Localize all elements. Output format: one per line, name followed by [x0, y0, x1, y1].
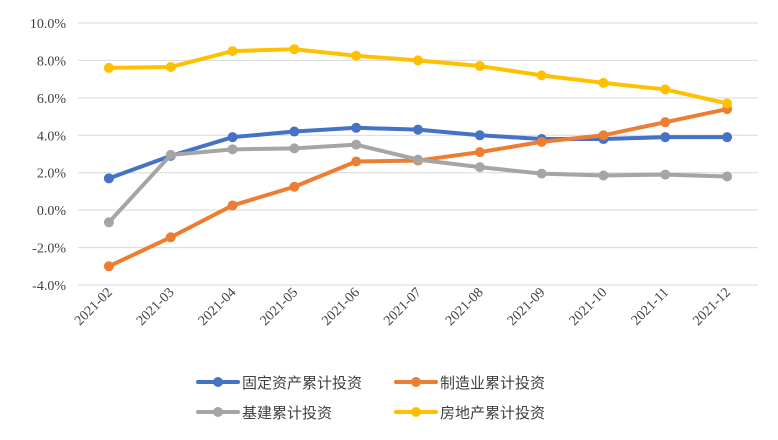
x-tick-label: 2021-11	[629, 285, 672, 328]
data-point	[660, 169, 671, 180]
y-tick-label: -2.0%	[32, 242, 66, 257]
data-point	[165, 61, 176, 72]
data-point	[289, 181, 300, 192]
data-point	[165, 232, 176, 243]
data-point	[413, 55, 423, 66]
data-point	[289, 44, 300, 55]
y-axis-tick-labels: -4.0% -2.0% 0.0% 2.0% 4.0% 6.0% 8.0% 10.0%	[30, 17, 67, 294]
data-point	[165, 149, 176, 160]
data-point	[351, 139, 362, 150]
x-tick-label: 2021-09	[505, 285, 549, 329]
legend-marker	[411, 377, 421, 387]
x-tick-label: 2021-10	[567, 285, 611, 329]
data-point	[227, 46, 238, 57]
legend-label: 房地产累计投资	[440, 404, 545, 422]
legend-label: 固定资产累计投资	[242, 374, 362, 392]
y-tick-label: 0.0%	[37, 204, 67, 219]
x-tick-label: 2021-07	[381, 285, 425, 329]
data-point	[351, 122, 362, 133]
data-point	[598, 170, 609, 181]
x-tick-label: 2021-08	[443, 285, 487, 329]
data-point	[289, 143, 300, 154]
data-point	[722, 98, 733, 109]
data-point	[722, 132, 733, 143]
data-point	[103, 217, 114, 228]
data-point	[474, 162, 485, 173]
data-point	[660, 132, 671, 143]
legend-marker	[213, 377, 223, 387]
legend-marker	[411, 407, 421, 417]
series-3	[103, 44, 733, 109]
data-point	[598, 130, 609, 141]
data-point	[413, 154, 423, 165]
series-lines	[103, 44, 733, 272]
x-tick-label: 2021-12	[690, 285, 734, 329]
data-point	[413, 124, 423, 135]
x-tick-label: 2021-03	[134, 285, 178, 329]
data-point	[474, 147, 485, 158]
legend-label: 制造业累计投资	[440, 374, 545, 392]
x-tick-label: 2021-04	[196, 285, 240, 329]
x-tick-label: 2021-05	[258, 285, 302, 329]
y-tick-label: -4.0%	[32, 279, 66, 294]
data-point	[103, 62, 114, 73]
data-point	[660, 84, 671, 95]
y-tick-label: 4.0%	[37, 129, 67, 144]
x-tick-label: 2021-02	[72, 285, 116, 329]
data-point	[227, 200, 238, 211]
data-point	[598, 77, 609, 88]
data-point	[227, 132, 238, 143]
data-point	[536, 168, 547, 179]
legend-label: 基建累计投资	[242, 404, 332, 422]
data-point	[227, 144, 238, 155]
x-tick-label: 2021-06	[319, 285, 363, 329]
legend-marker	[213, 407, 223, 417]
data-point	[103, 173, 114, 184]
data-point	[474, 61, 485, 72]
data-point	[660, 117, 671, 128]
data-point	[351, 156, 362, 167]
y-tick-label: 10.0%	[30, 17, 67, 32]
data-point	[289, 126, 300, 137]
data-point	[103, 261, 114, 272]
data-point	[536, 70, 547, 81]
y-tick-label: 8.0%	[37, 54, 67, 69]
legend-item: 制造业累计投资	[394, 374, 545, 392]
data-point	[722, 171, 733, 182]
data-point	[474, 130, 485, 141]
data-point	[536, 136, 547, 147]
x-axis-tick-labels: 2021-02 2021-03 2021-04 2021-05 2021-06 2021-…	[72, 285, 734, 329]
y-tick-label: 6.0%	[37, 92, 67, 107]
legend-item: 房地产累计投资	[394, 404, 545, 422]
legend-item: 固定资产累计投资	[196, 374, 362, 392]
legend-item: 基建累计投资	[196, 404, 332, 422]
data-point	[351, 50, 362, 61]
series-2	[103, 139, 733, 228]
y-tick-label: 2.0%	[37, 167, 67, 182]
